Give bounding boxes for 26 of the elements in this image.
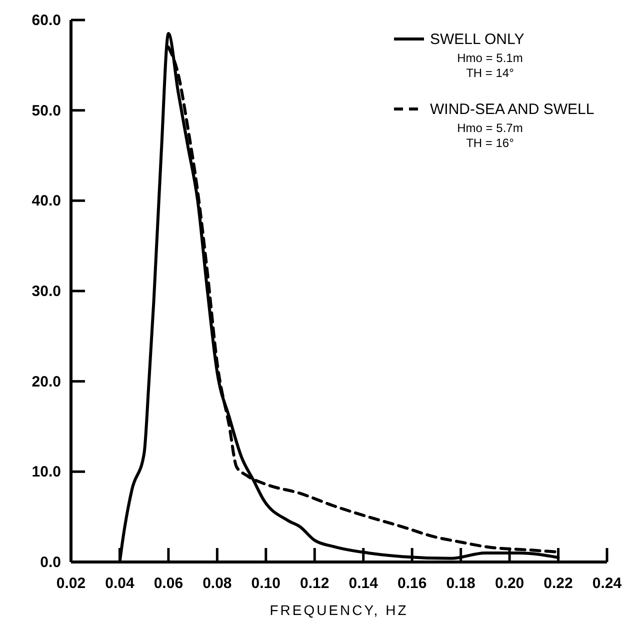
- y-tick-label: 30.0: [32, 283, 61, 300]
- x-tick-label: 0.16: [397, 575, 427, 592]
- legend-label: WIND-SEA AND SWELL: [430, 101, 594, 118]
- annotation: Hmo = 5.1m: [457, 51, 523, 65]
- x-tick-label: 0.08: [202, 575, 232, 592]
- annotation: TH = 14°: [466, 66, 514, 80]
- y-tick-label: 50.0: [32, 102, 61, 120]
- y-tick-label: 60.0: [32, 12, 61, 29]
- y-tick-label: 0.0: [40, 554, 61, 571]
- x-tick-label: 0.24: [592, 575, 622, 592]
- x-tick-label: 0.18: [446, 575, 476, 592]
- y-tick-label: 20.0: [32, 373, 61, 390]
- x-tick-label: 0.02: [56, 575, 86, 592]
- x-tick-label: 0.06: [154, 575, 184, 592]
- x-tick-label: 0.22: [544, 575, 573, 592]
- x-axis-title: FREQUENCY, HZ: [270, 602, 408, 618]
- x-tick-label: 0.12: [300, 575, 330, 592]
- legend-label: SWELL ONLY: [430, 31, 524, 48]
- annotation: Hmo = 5.7m: [457, 121, 523, 135]
- y-tick-label: 40.0: [32, 192, 61, 210]
- annotation: TH = 16°: [466, 136, 514, 150]
- x-tick-label: 0.10: [251, 575, 281, 592]
- x-tick-label: 0.04: [105, 575, 135, 592]
- y-tick-label: 10.0: [32, 464, 61, 481]
- x-tick-label: 0.14: [348, 575, 379, 592]
- x-tick-label: 0.20: [494, 575, 524, 592]
